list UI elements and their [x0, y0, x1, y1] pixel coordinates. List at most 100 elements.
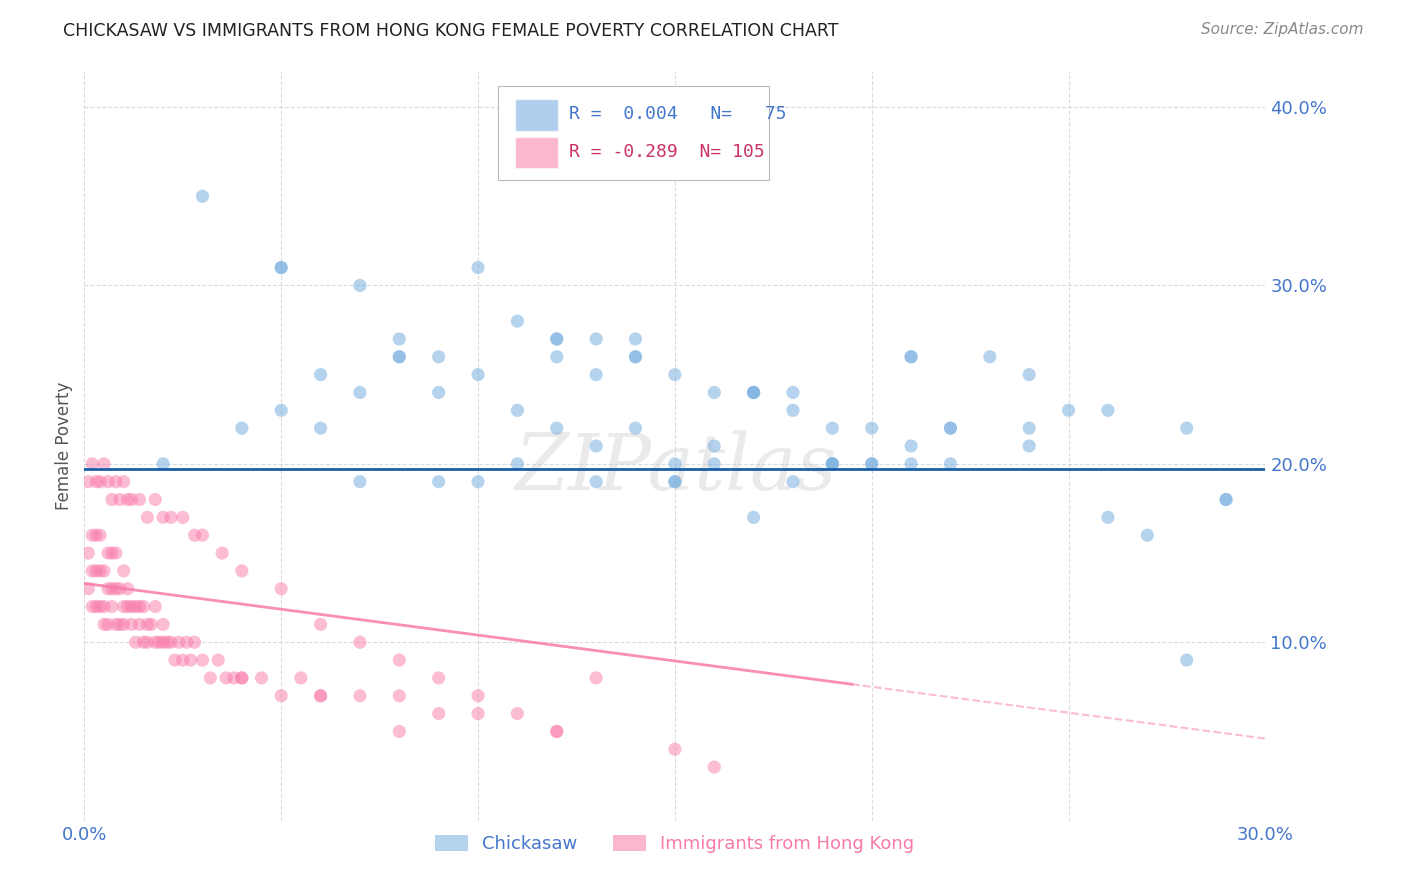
- Point: [77, 546, 100, 560]
- Point: [939, 421, 962, 435]
- Point: [183, 528, 205, 542]
- Point: [427, 671, 450, 685]
- Point: [664, 475, 686, 489]
- Point: [349, 475, 371, 489]
- Point: [388, 653, 411, 667]
- Point: [97, 582, 120, 596]
- Point: [121, 599, 143, 614]
- Text: Source: ZipAtlas.com: Source: ZipAtlas.com: [1201, 22, 1364, 37]
- Point: [222, 671, 245, 685]
- Point: [143, 492, 166, 507]
- Point: [117, 582, 139, 596]
- Point: [821, 421, 844, 435]
- Point: [1175, 421, 1198, 435]
- Point: [183, 635, 205, 649]
- Point: [309, 421, 332, 435]
- Point: [121, 617, 143, 632]
- Legend: Chickasaw, Immigrants from Hong Kong: Chickasaw, Immigrants from Hong Kong: [427, 828, 922, 860]
- Point: [427, 475, 450, 489]
- Point: [900, 439, 922, 453]
- Text: CHICKASAW VS IMMIGRANTS FROM HONG KONG FEMALE POVERTY CORRELATION CHART: CHICKASAW VS IMMIGRANTS FROM HONG KONG F…: [63, 22, 839, 40]
- Point: [82, 599, 104, 614]
- Point: [1215, 492, 1237, 507]
- Point: [167, 635, 190, 649]
- Point: [101, 599, 124, 614]
- Point: [585, 671, 607, 685]
- Point: [176, 635, 198, 649]
- Point: [664, 742, 686, 756]
- Point: [104, 582, 127, 596]
- Point: [427, 385, 450, 400]
- Point: [546, 421, 568, 435]
- Point: [270, 260, 292, 275]
- Point: [152, 457, 174, 471]
- Point: [309, 689, 332, 703]
- Point: [270, 403, 292, 417]
- Point: [349, 278, 371, 293]
- Y-axis label: Female Poverty: Female Poverty: [55, 382, 73, 510]
- Point: [160, 635, 183, 649]
- Point: [782, 403, 804, 417]
- Text: ZIPatlas: ZIPatlas: [513, 430, 837, 507]
- Point: [703, 457, 725, 471]
- Point: [742, 385, 765, 400]
- Point: [231, 564, 253, 578]
- Point: [270, 260, 292, 275]
- Point: [290, 671, 312, 685]
- Point: [231, 671, 253, 685]
- Point: [152, 510, 174, 524]
- Point: [93, 457, 115, 471]
- Point: [82, 528, 104, 542]
- Point: [546, 332, 568, 346]
- Point: [128, 492, 150, 507]
- Point: [624, 332, 647, 346]
- Text: R = -0.289  N= 105: R = -0.289 N= 105: [568, 143, 765, 161]
- Point: [89, 564, 111, 578]
- Point: [117, 599, 139, 614]
- Point: [546, 724, 568, 739]
- Point: [703, 385, 725, 400]
- Point: [132, 599, 155, 614]
- Point: [506, 314, 529, 328]
- Point: [585, 368, 607, 382]
- Point: [270, 689, 292, 703]
- Point: [136, 510, 159, 524]
- Point: [821, 457, 844, 471]
- Point: [1215, 492, 1237, 507]
- Point: [1097, 510, 1119, 524]
- Point: [309, 689, 332, 703]
- Point: [104, 475, 127, 489]
- Point: [585, 332, 607, 346]
- Point: [112, 599, 135, 614]
- Point: [77, 582, 100, 596]
- Point: [624, 421, 647, 435]
- Point: [136, 617, 159, 632]
- Point: [309, 368, 332, 382]
- Point: [939, 457, 962, 471]
- Point: [89, 599, 111, 614]
- Point: [742, 385, 765, 400]
- FancyBboxPatch shape: [498, 87, 769, 180]
- Point: [309, 617, 332, 632]
- Point: [89, 475, 111, 489]
- Point: [93, 599, 115, 614]
- Point: [124, 599, 146, 614]
- Point: [191, 653, 214, 667]
- Point: [104, 617, 127, 632]
- Point: [467, 260, 489, 275]
- Point: [108, 582, 131, 596]
- Point: [101, 546, 124, 560]
- Point: [585, 475, 607, 489]
- Text: R =  0.004   N=   75: R = 0.004 N= 75: [568, 105, 786, 123]
- Point: [112, 475, 135, 489]
- Point: [160, 510, 183, 524]
- Point: [1136, 528, 1159, 542]
- Point: [207, 653, 229, 667]
- Point: [624, 350, 647, 364]
- Point: [506, 403, 529, 417]
- Point: [388, 724, 411, 739]
- Point: [900, 457, 922, 471]
- Point: [664, 457, 686, 471]
- Point: [585, 439, 607, 453]
- Point: [104, 546, 127, 560]
